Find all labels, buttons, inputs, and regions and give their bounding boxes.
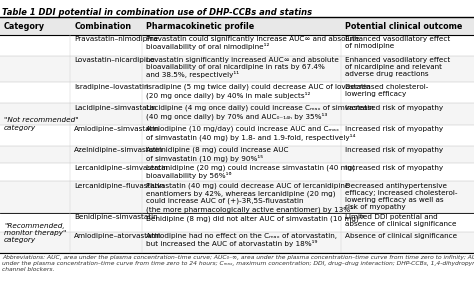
Text: Pharmacokinetic profile: Pharmacokinetic profile <box>146 21 255 30</box>
Text: Lercanidipine–simvastatin: Lercanidipine–simvastatin <box>74 165 168 171</box>
Text: Enhanced vasodilatory effect
of nimodipine: Enhanced vasodilatory effect of nimodipi… <box>345 36 450 49</box>
Text: Azelnidipine (8 mg) could increase AUC
of simvastatin (10 mg) by 90%¹⁵: Azelnidipine (8 mg) could increase AUC o… <box>146 147 289 162</box>
Bar <box>0 213 474 232</box>
Bar <box>0 35 474 56</box>
Text: Lacidipine (4 mg once daily) could increase Cₘₐₓ of simvastatin
(40 mg once dail: Lacidipine (4 mg once daily) could incre… <box>146 105 374 120</box>
Text: Decreased cholesterol-
lowering efficacy: Decreased cholesterol- lowering efficacy <box>345 84 428 97</box>
Text: Pravastatin could significantly increase AUC∞ and absolute
bioavailability of or: Pravastatin could significantly increase… <box>146 36 360 50</box>
Bar <box>0 103 474 125</box>
Text: Increased risk of myopathy: Increased risk of myopathy <box>345 105 443 111</box>
Text: Benidipine–simvastatin: Benidipine–simvastatin <box>74 214 158 220</box>
Text: Amlodipine had no effect on the Cₘₐₓ of atorvastatin,
but increased the AUC of a: Amlodipine had no effect on the Cₘₐₓ of … <box>146 233 337 247</box>
Text: Amlodipine–atorvastatin: Amlodipine–atorvastatin <box>74 233 162 239</box>
Text: Limited DDI potential and
absence of clinical significance: Limited DDI potential and absence of cli… <box>345 214 457 227</box>
Text: Potential clinical outcome: Potential clinical outcome <box>345 21 463 30</box>
Text: Lovastatin–nicardipine: Lovastatin–nicardipine <box>74 57 155 63</box>
Bar <box>0 163 474 181</box>
Text: Enhanced vasodilatory effect
of nicardipine and relevant
adverse drug reactions: Enhanced vasodilatory effect of nicardip… <box>345 57 450 77</box>
Text: Amlodipine–simvastatin: Amlodipine–simvastatin <box>74 126 160 132</box>
Text: Combination: Combination <box>74 21 131 30</box>
Text: Benidipine (8 mg) did not alter AUC of simvastatin (10 mg)¹⁸: Benidipine (8 mg) did not alter AUC of s… <box>146 214 365 222</box>
Bar <box>0 56 474 82</box>
Bar <box>0 125 474 146</box>
Text: Lovastatin significantly increased AUC∞ and absolute
bioavailability of oral nic: Lovastatin significantly increased AUC∞ … <box>146 57 339 79</box>
Text: Category: Category <box>4 21 45 30</box>
Text: Abbreviations: AUC, area under the plasma concentration–time curve; AUC₀₋∞, area: Abbreviations: AUC, area under the plasm… <box>2 255 474 272</box>
Text: Table 1 DDI potential in combination use of DHP-CCBs and statins: Table 1 DDI potential in combination use… <box>2 8 312 17</box>
Text: Fluvastatin (40 mg) could decrease AUC of lercanidipine
enantiomers by 42%, wher: Fluvastatin (40 mg) could decrease AUC o… <box>146 183 356 213</box>
Text: Increased risk of myopathy: Increased risk of myopathy <box>345 147 443 153</box>
Text: "Not recommended"
category: "Not recommended" category <box>4 117 79 131</box>
Text: Increased risk of myopathy: Increased risk of myopathy <box>345 126 443 132</box>
Text: Lercanidipine (20 mg) could increase simvastatin (40 mg)
bioavailability by 56%¹: Lercanidipine (20 mg) could increase sim… <box>146 165 355 179</box>
Text: "Recommended,
monitor therapy"
category: "Recommended, monitor therapy" category <box>4 223 66 243</box>
Text: Increased risk of myopathy: Increased risk of myopathy <box>345 165 443 171</box>
Bar <box>0 82 474 103</box>
Text: Pravastatin–nimodipine: Pravastatin–nimodipine <box>74 36 158 42</box>
Text: Azelnidipine–simvastatin: Azelnidipine–simvastatin <box>74 147 164 153</box>
Text: Amlodipine (10 mg/day) could increase AUC and Cₘₐₓ
of simvastatin (40 mg) by 1.8: Amlodipine (10 mg/day) could increase AU… <box>146 126 356 141</box>
Bar <box>0 17 474 35</box>
Text: Lercanidipine–fluvastatin: Lercanidipine–fluvastatin <box>74 183 164 189</box>
Text: Lacidipine–simvastatin: Lacidipine–simvastatin <box>74 105 156 111</box>
Bar <box>0 181 474 213</box>
Text: Isradipine–lovastatin: Isradipine–lovastatin <box>74 84 149 90</box>
Bar <box>0 232 474 253</box>
Text: Absence of clinical significance: Absence of clinical significance <box>345 233 457 239</box>
Bar <box>0 146 474 163</box>
Text: Isradipine (5 mg twice daily) could decrease AUC of lovastatin
(20 mg once daily: Isradipine (5 mg twice daily) could decr… <box>146 84 371 99</box>
Text: Decreased antihypertensive
efficacy; increased cholesterol-
lowering efficacy as: Decreased antihypertensive efficacy; inc… <box>345 183 458 209</box>
